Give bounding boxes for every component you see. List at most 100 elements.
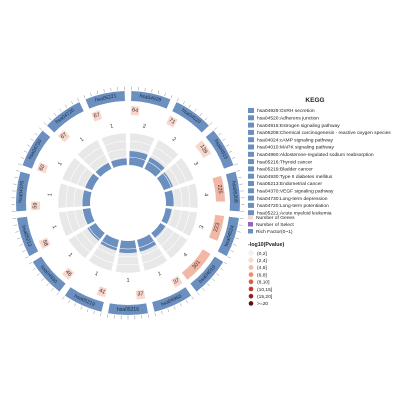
axis-tick (87, 309, 88, 312)
genes-count-label: 67 (93, 112, 100, 119)
pvalue-legend-label: (4,6] (257, 265, 267, 271)
select-count-label: 4 (202, 193, 208, 197)
legend-item-label: hsa05208:Chemical carcinogenesis - react… (257, 130, 391, 136)
pvalue-legend-swatch (249, 251, 254, 256)
axis-tick (21, 157, 24, 158)
axis-tick (111, 88, 112, 91)
select-count-label: 3 (192, 161, 199, 167)
rich-factor-bar (119, 240, 137, 253)
axis-tick (212, 279, 215, 281)
select-count-label: 1 (126, 278, 129, 284)
axis-tick (155, 313, 156, 316)
pvalue-legend-swatch (249, 301, 254, 306)
pvalue-legend-label: (10,15] (257, 287, 273, 293)
axis-tick (148, 314, 149, 317)
legend-swatch (248, 174, 254, 179)
axis-tick (235, 238, 238, 239)
legend-swatch (248, 203, 254, 208)
pvalue-legend-label: (2,4] (257, 258, 267, 264)
axis-tick (60, 109, 62, 112)
legend-title: KEGG (305, 97, 324, 104)
axis-tick (202, 288, 204, 291)
select-count-label: 1 (110, 123, 114, 130)
legend-item-label: hsa04915:Estrogen signaling pathway (257, 123, 340, 129)
axis-tick (14, 225, 17, 226)
axis-tick (171, 95, 172, 98)
select-count-label: 2 (171, 137, 177, 144)
legend-swatch (248, 196, 254, 201)
axis-tick (81, 306, 82, 309)
pvalue-legend-title: -log10(Pvalue) (248, 242, 284, 248)
axis-tick (233, 244, 236, 245)
axis-tick (239, 184, 242, 185)
axis-tick (210, 122, 213, 124)
track-legend-label: Rich Factor(0~1) (256, 229, 293, 235)
axis-tick (68, 300, 70, 303)
axis-tick (51, 288, 53, 291)
legend-item-label: hsa04930:Type II diabetes mellitus (257, 174, 333, 180)
axis-tick (158, 91, 159, 94)
axis-tick (17, 238, 20, 239)
axis-tick (207, 283, 209, 285)
track-legend-label: Number of Select (256, 222, 294, 228)
legend-item-label: hsa04024:cAMP signaling pathway (257, 137, 334, 143)
axis-tick (31, 139, 34, 141)
genes-count-label: 59 (32, 202, 39, 209)
legend-item-label: hsa05219:Bladder cancer (257, 167, 313, 173)
legend-swatch (248, 188, 254, 193)
axis-tick (189, 105, 191, 108)
axis-tick (54, 113, 56, 116)
legend-swatch (248, 145, 254, 150)
axis-tick (100, 313, 101, 316)
axis-tick (104, 89, 105, 92)
legend-item-label: hsa04010:MAPK signaling pathway (257, 145, 334, 151)
axis-tick (234, 164, 237, 165)
select-count-label: 2 (142, 123, 146, 130)
axis-tick (16, 170, 19, 171)
axis-tick (224, 262, 227, 264)
axis-tick (22, 250, 25, 251)
pvalue-legend-swatch (249, 279, 254, 284)
axis-tick (174, 306, 175, 309)
axis-tick (84, 95, 85, 98)
legend-item-label: hsa04929:GnRH secretion (257, 108, 315, 114)
pvalue-legend-swatch (249, 265, 254, 270)
pvalue-legend-swatch (249, 294, 254, 299)
axis-tick (237, 231, 240, 232)
track-legend-swatch (248, 229, 253, 234)
genes-count-label: 64 (131, 107, 138, 114)
genes-count-label: 225 (216, 184, 223, 194)
axis-tick (39, 128, 42, 130)
legend-swatch (248, 108, 254, 113)
legend-item-label: hsa05216:Thyroid cancer (257, 159, 313, 165)
pvalue-legend-label: (6,8] (257, 272, 267, 278)
select-count-label: 1 (57, 161, 64, 167)
axis-tick (205, 118, 207, 121)
axis-tick (180, 303, 182, 306)
pvalue-legend-label: (0,2] (257, 251, 267, 257)
pvalue-legend-swatch (249, 287, 254, 292)
axis-tick (214, 128, 217, 130)
axis-tick (220, 268, 223, 270)
pvalue-legend-label: (15,20] (257, 294, 273, 300)
axis-tick (161, 311, 162, 314)
axis-tick (57, 292, 59, 295)
pvalue-legend-swatch (249, 258, 254, 263)
axis-tick (236, 170, 239, 171)
legend-swatch (248, 115, 254, 120)
axis-tick (177, 98, 179, 101)
legend-item-label: hsa05213:Endometrial cancer (257, 181, 322, 187)
axis-tick (186, 300, 188, 303)
axis-tick (14, 177, 17, 178)
track-legend-swatch (248, 222, 253, 227)
legend-swatch (248, 166, 254, 171)
select-count-label: 1 (50, 225, 57, 230)
legend-item-label: hsa04520:Adherens junction (257, 116, 319, 122)
legend-swatch (248, 123, 254, 128)
axis-tick (222, 139, 225, 141)
axis-tick (20, 244, 23, 245)
axis-tick (232, 157, 235, 158)
axis-tick (218, 133, 221, 135)
